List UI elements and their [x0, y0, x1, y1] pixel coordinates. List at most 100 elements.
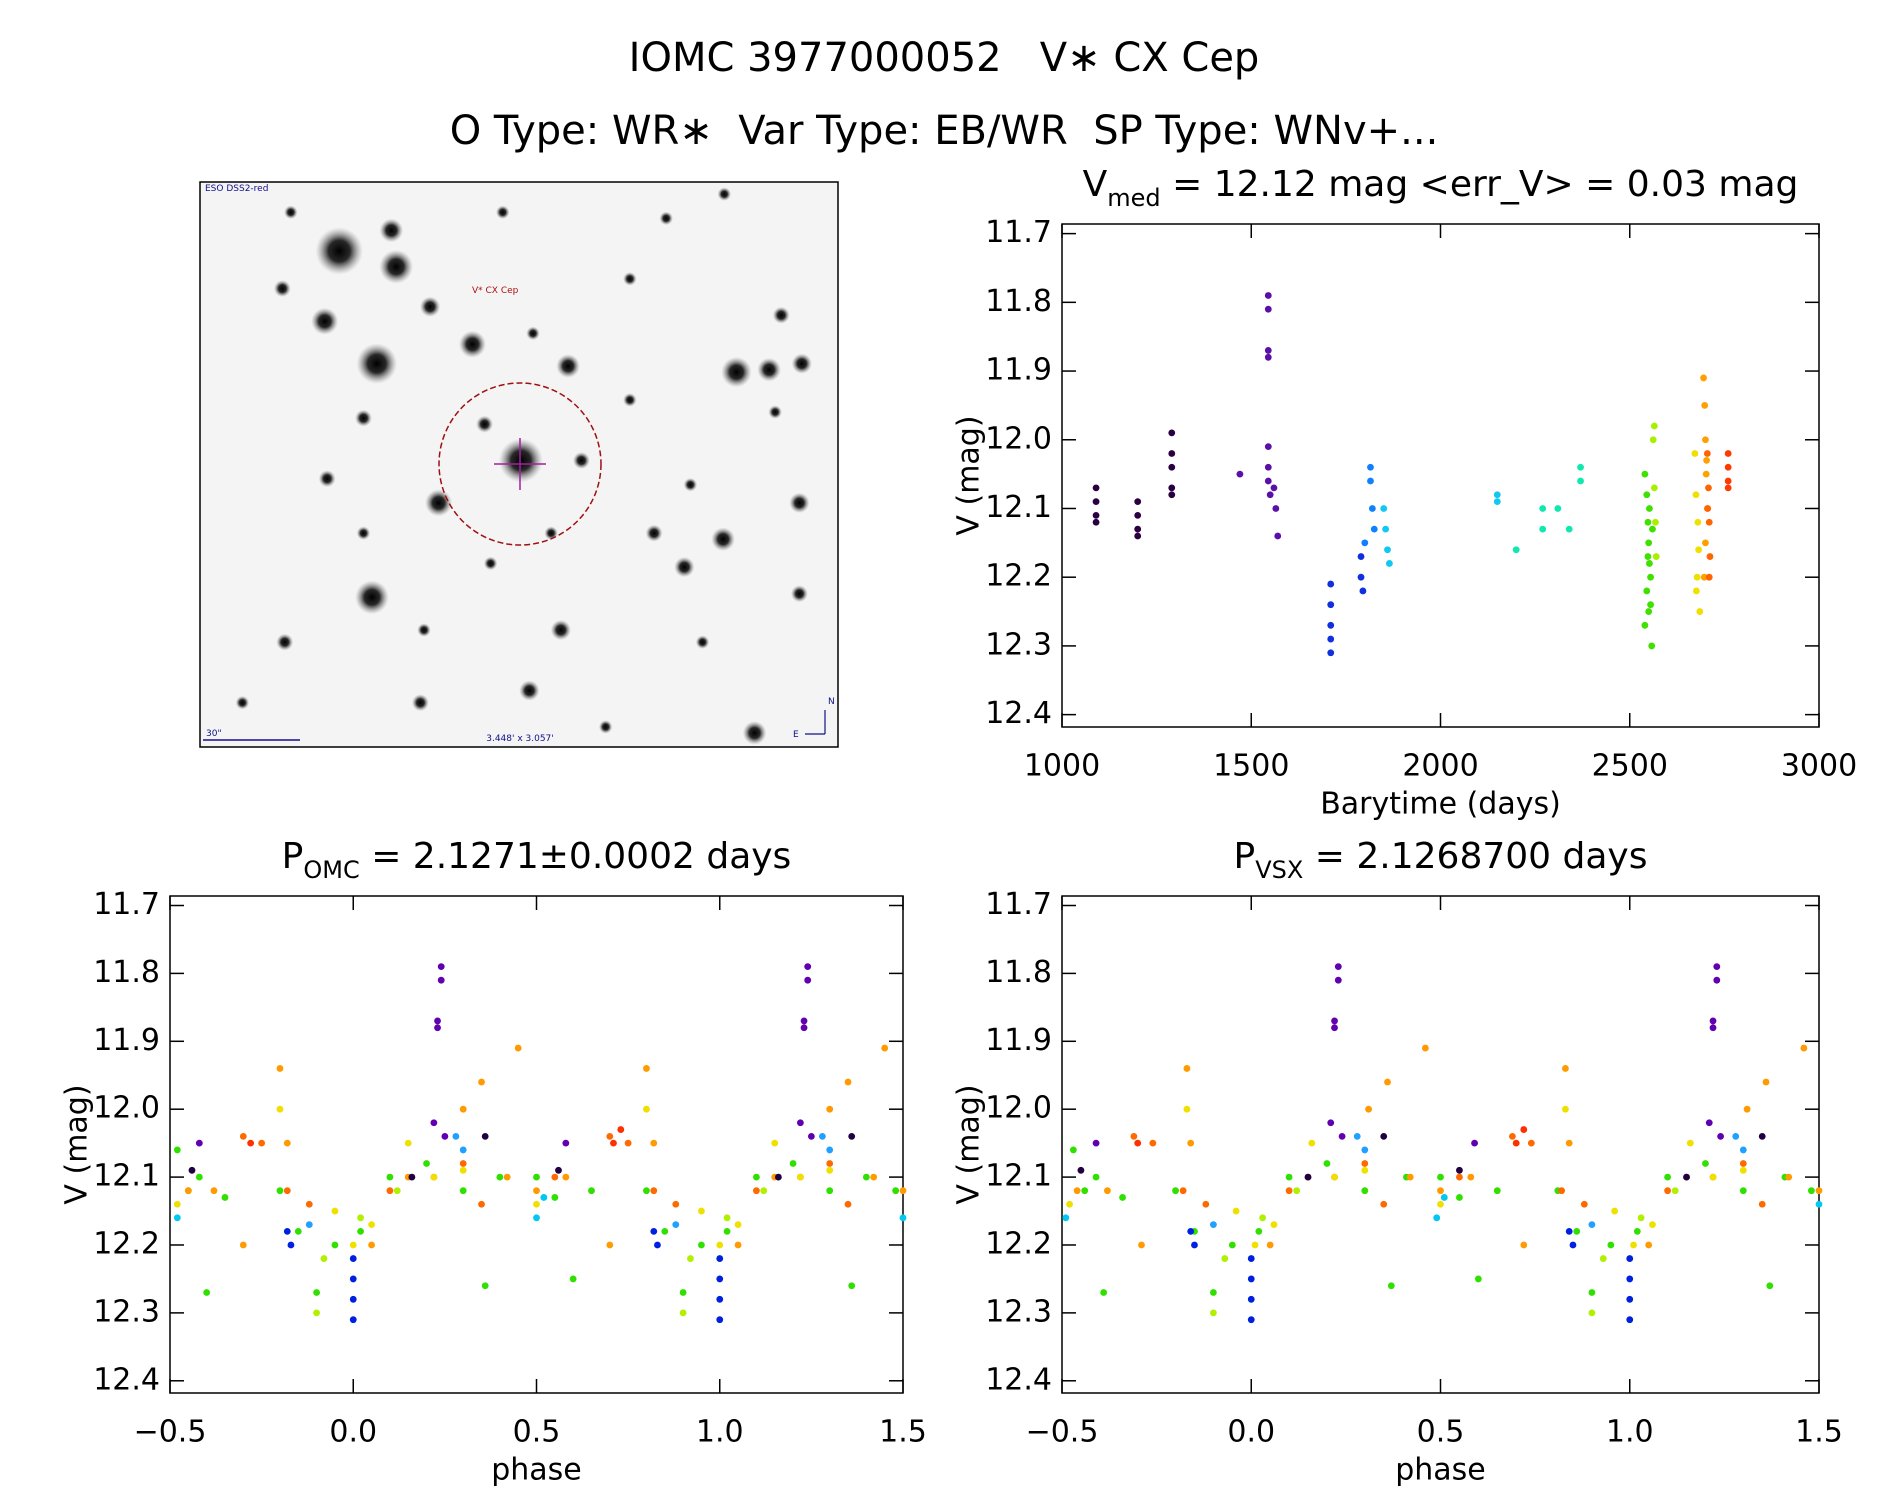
data-point [1387, 1282, 1395, 1290]
data-point [1739, 1166, 1747, 1174]
star [419, 296, 441, 317]
star [354, 409, 372, 427]
data-point [672, 1221, 680, 1229]
x-tick-label: 2000 [1402, 749, 1478, 784]
data-point [1327, 649, 1335, 657]
star [572, 452, 590, 469]
data-point [1266, 1241, 1274, 1249]
data-point [1134, 1139, 1142, 1147]
data-point [404, 1139, 412, 1147]
data-point [195, 1173, 203, 1181]
data-point [1700, 573, 1708, 581]
y-axis-label: V (mag) [952, 415, 987, 535]
data-point [698, 1207, 705, 1215]
data-point [239, 1241, 247, 1249]
title-text: = 2.1268700 days [1303, 836, 1647, 877]
star [483, 556, 498, 571]
data-point [771, 1139, 779, 1147]
x-tick-label: −0.5 [134, 1415, 207, 1450]
data-point [716, 1275, 724, 1283]
data-point [1338, 1132, 1346, 1140]
y-tick-label: 12.2 [985, 1226, 1052, 1261]
data-point [1652, 553, 1660, 560]
data-point [423, 1160, 430, 1167]
data-point [331, 1241, 339, 1249]
chart: 11.7 11.8 11.9 12.0 12.1 12.2 12.3 12.4 −0.5 0.0 0… [952, 836, 1843, 1488]
data-point [643, 1105, 650, 1113]
y-tick-label: 11.9 [93, 1023, 160, 1058]
star [276, 633, 294, 651]
data-point [1717, 1132, 1724, 1140]
star [757, 357, 781, 382]
star [598, 720, 613, 734]
data-point [1493, 1187, 1501, 1195]
data-point [1092, 1173, 1100, 1181]
data-point [1191, 1241, 1198, 1249]
data-point [1641, 470, 1649, 478]
data-point [1274, 532, 1282, 540]
title-subscript: med [1107, 184, 1160, 212]
data-point [1709, 1173, 1717, 1181]
data-point [569, 1275, 577, 1283]
data-point [1421, 1044, 1429, 1052]
data-point [796, 1173, 804, 1181]
data-point [1092, 511, 1100, 519]
y-tick-label: 12.0 [985, 1091, 1052, 1126]
data-point [774, 1173, 782, 1181]
data-point [1168, 463, 1176, 471]
scale-label: 30" [206, 729, 222, 739]
data-point [1703, 456, 1710, 464]
data-point [1380, 1200, 1388, 1208]
data-point [650, 1187, 658, 1195]
data-point [1577, 477, 1584, 485]
plot-frame [169, 895, 904, 1394]
data-point [1077, 1166, 1085, 1174]
data-point [1437, 1187, 1444, 1195]
data-point [1599, 1255, 1607, 1262]
star [273, 280, 291, 298]
data-point [1713, 963, 1721, 971]
y-tick-label: 12.4 [985, 696, 1052, 731]
star [772, 306, 790, 324]
data-point [1367, 463, 1374, 471]
data-point [1232, 1207, 1240, 1215]
data-point [1702, 1160, 1709, 1167]
data-point [283, 1187, 291, 1195]
data-point [562, 1139, 570, 1147]
title-text: = 12.12 mag <err_V> = 0.03 mag [1161, 164, 1799, 205]
star [623, 393, 637, 407]
data-point [1236, 470, 1244, 478]
plot-frame [1061, 895, 1820, 1394]
data-point [1092, 1139, 1100, 1147]
data-point [826, 1160, 834, 1167]
data-point [1069, 1146, 1077, 1154]
data-point [1650, 422, 1658, 430]
data-point [734, 1241, 742, 1249]
data-point [1247, 1275, 1255, 1283]
data-point [434, 1024, 441, 1032]
data-point [1588, 1221, 1596, 1229]
data-point [459, 1160, 467, 1167]
data-point [1221, 1255, 1229, 1262]
y-tick-label: 12.0 [93, 1091, 160, 1126]
star [354, 580, 389, 615]
data-point [1649, 525, 1656, 533]
data-point [1512, 546, 1520, 554]
data-point [1168, 450, 1176, 457]
data-point [1580, 1200, 1588, 1208]
data-point [1334, 976, 1342, 984]
data-point [1671, 1187, 1679, 1195]
data-point [1646, 560, 1653, 567]
star [284, 205, 298, 220]
data-point [276, 1105, 284, 1113]
star [674, 556, 695, 578]
star [476, 415, 494, 433]
title-subscript: VSX [1255, 856, 1303, 884]
star [544, 526, 558, 540]
data-point [1808, 1187, 1815, 1195]
data-point [716, 1295, 724, 1303]
data-point [1649, 1221, 1656, 1229]
data-point [723, 1228, 731, 1235]
data-point [1739, 1187, 1747, 1195]
data-point [184, 1187, 192, 1195]
